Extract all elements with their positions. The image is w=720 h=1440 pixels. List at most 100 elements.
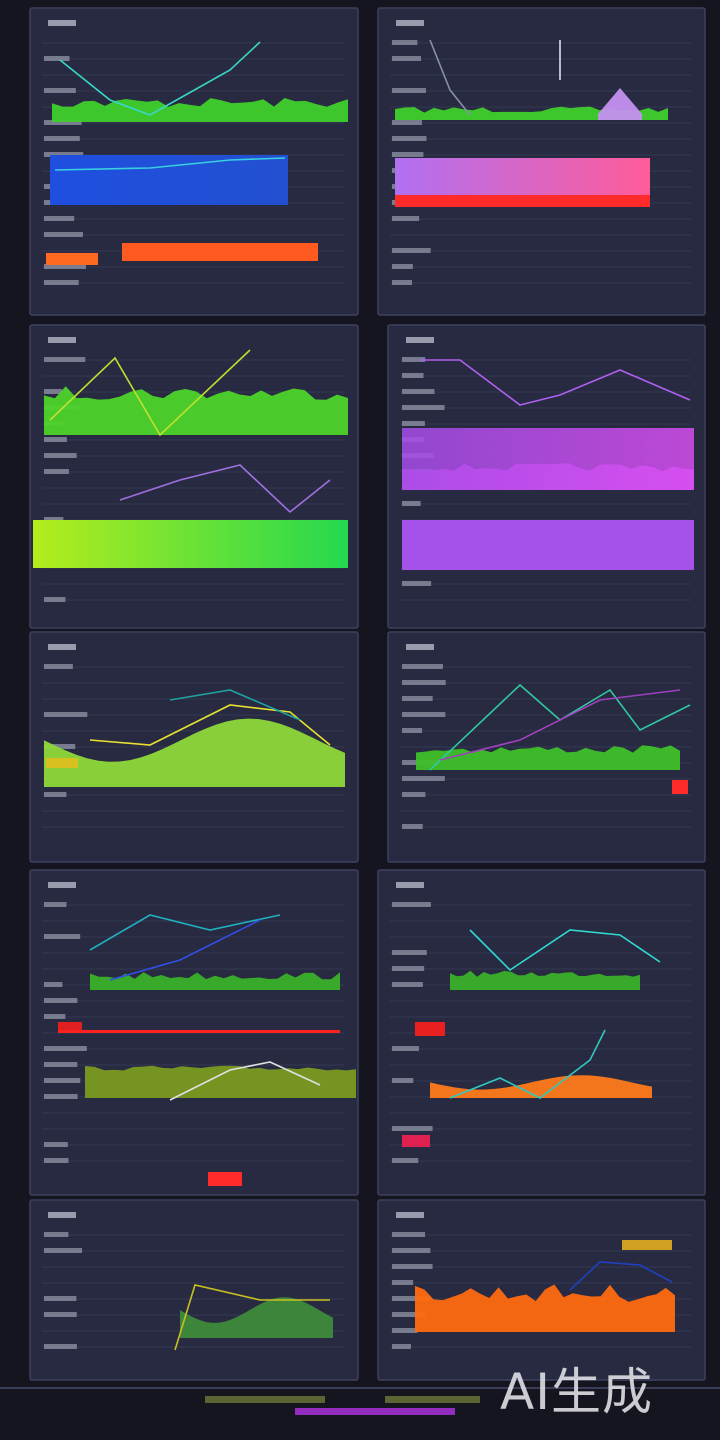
axis-text-placeholder: [44, 902, 67, 907]
trend-line: [174, 1284, 330, 1351]
trend-line: [439, 689, 681, 761]
panel-header-placeholder: [406, 337, 434, 343]
axis-text-placeholder: [44, 1248, 83, 1253]
band-shape: [395, 158, 650, 195]
axis-text-placeholder: [44, 216, 75, 221]
panel-header-placeholder: [396, 882, 424, 888]
trend-line: [89, 914, 281, 951]
trend-line: [89, 704, 331, 746]
axis-text-placeholder: [402, 680, 446, 685]
trend-line: [569, 1261, 673, 1291]
axis-text-placeholder: [44, 264, 87, 269]
band-shape: [46, 253, 98, 265]
axis-text-placeholder: [402, 696, 433, 701]
area-shape: [44, 386, 348, 435]
axis-text-placeholder: [392, 1248, 431, 1253]
axis-text-placeholder: [402, 664, 443, 669]
axis-text-placeholder: [44, 56, 70, 61]
axis-text-placeholder: [402, 824, 423, 829]
axis-text-placeholder: [44, 1062, 78, 1067]
panel-header-placeholder: [406, 644, 434, 650]
axis-text-placeholder: [44, 664, 73, 669]
trend-line: [59, 41, 261, 116]
axis-text-placeholder: [44, 1078, 81, 1083]
trend-line: [429, 683, 691, 771]
band-shape: [402, 428, 694, 490]
axis-text-placeholder: [392, 1344, 411, 1349]
axis-text-placeholder: [44, 982, 63, 987]
axis-text-placeholder: [402, 581, 432, 586]
axis-text-placeholder: [392, 982, 423, 987]
area-shape: [415, 1284, 675, 1332]
axis-text-placeholder: [392, 1328, 418, 1333]
axis-text-placeholder: [402, 405, 445, 410]
axis-text-placeholder: [44, 1312, 77, 1317]
axis-text-placeholder: [44, 437, 67, 442]
axis-text-placeholder: [392, 152, 424, 157]
axis-text-placeholder: [392, 1046, 419, 1051]
axis-text-placeholder: [44, 152, 84, 157]
axis-text-placeholder: [392, 216, 420, 221]
band-shape: [33, 520, 348, 568]
area-shape: [450, 970, 640, 990]
axis-text-placeholder: [392, 56, 422, 61]
area-shape: [416, 745, 680, 770]
band-shape: [46, 758, 78, 768]
axis-text-placeholder: [44, 744, 76, 749]
footer-text-placeholder: [205, 1396, 325, 1403]
axis-text-placeholder: [402, 776, 445, 781]
area-shape: [598, 88, 642, 120]
band-shape: [58, 1022, 82, 1030]
band-shape: [50, 155, 288, 205]
axis-text-placeholder: [44, 1142, 68, 1147]
panel-header-placeholder: [396, 20, 424, 26]
axis-text-placeholder: [392, 248, 431, 253]
axis-text-placeholder: [44, 1046, 87, 1051]
footer-text-placeholder: [295, 1408, 455, 1415]
axis-text-placeholder: [44, 280, 79, 285]
axis-text-placeholder: [392, 966, 425, 971]
trend-line: [169, 689, 301, 721]
panel-header-placeholder: [48, 644, 76, 650]
area-shape: [90, 972, 340, 990]
axis-text-placeholder: [392, 1312, 426, 1317]
axis-text-placeholder: [44, 1344, 77, 1349]
panel-header-placeholder: [48, 1212, 76, 1218]
area-shape: [52, 98, 348, 122]
axis-text-placeholder: [402, 501, 421, 506]
axis-text-placeholder: [392, 120, 422, 125]
axis-text-placeholder: [402, 373, 424, 378]
trend-line: [119, 464, 331, 514]
axis-text-placeholder: [44, 792, 67, 797]
panel: [377, 869, 706, 1196]
axis-text-placeholder: [44, 469, 69, 474]
axis-text-placeholder: [44, 357, 86, 362]
axis-text-placeholder: [44, 1232, 69, 1237]
axis-text-placeholder: [392, 1158, 419, 1163]
axis-text-placeholder: [402, 728, 423, 733]
axis-text-placeholder: [392, 1296, 430, 1301]
axis-text-placeholder: [392, 950, 427, 955]
band-shape: [58, 1030, 340, 1033]
axis-text-placeholder: [44, 597, 66, 602]
axis-text-placeholder: [44, 998, 78, 1003]
axis-text-placeholder: [44, 389, 63, 394]
axis-text-placeholder: [44, 232, 83, 237]
area-shape: [430, 1075, 652, 1098]
axis-text-placeholder: [392, 40, 418, 45]
watermark: AI生成: [500, 1363, 653, 1421]
band-shape: [208, 1172, 242, 1186]
trend-line: [420, 359, 691, 406]
area-shape: [85, 1065, 356, 1098]
band-shape: [415, 1022, 445, 1036]
axis-text-placeholder: [44, 453, 77, 458]
panel-header-placeholder: [48, 882, 76, 888]
axis-text-placeholder: [392, 264, 413, 269]
band-shape: [672, 780, 688, 794]
axis-text-placeholder: [392, 136, 427, 141]
axis-text-placeholder: [44, 1094, 78, 1099]
axis-text-placeholder: [402, 421, 425, 426]
trend-line: [54, 157, 286, 171]
axis-text-placeholder: [44, 934, 81, 939]
